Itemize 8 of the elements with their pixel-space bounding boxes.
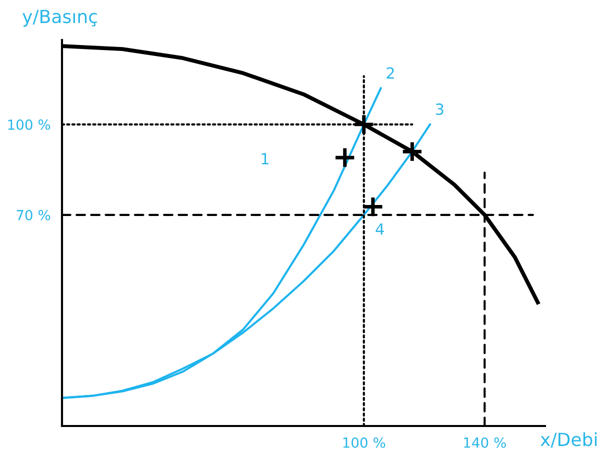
series-label: 3 — [436, 103, 444, 115]
series-label: 4 — [376, 223, 384, 235]
y-tick-label: 70 % — [16, 210, 50, 220]
series-label: 2 — [386, 67, 394, 79]
annotation: 1 — [262, 153, 268, 164]
x-axis-title: x/Debi — [540, 432, 597, 448]
y-axis-title: y/Basınç — [22, 10, 97, 27]
x-tick-label: 140 % — [464, 437, 506, 448]
